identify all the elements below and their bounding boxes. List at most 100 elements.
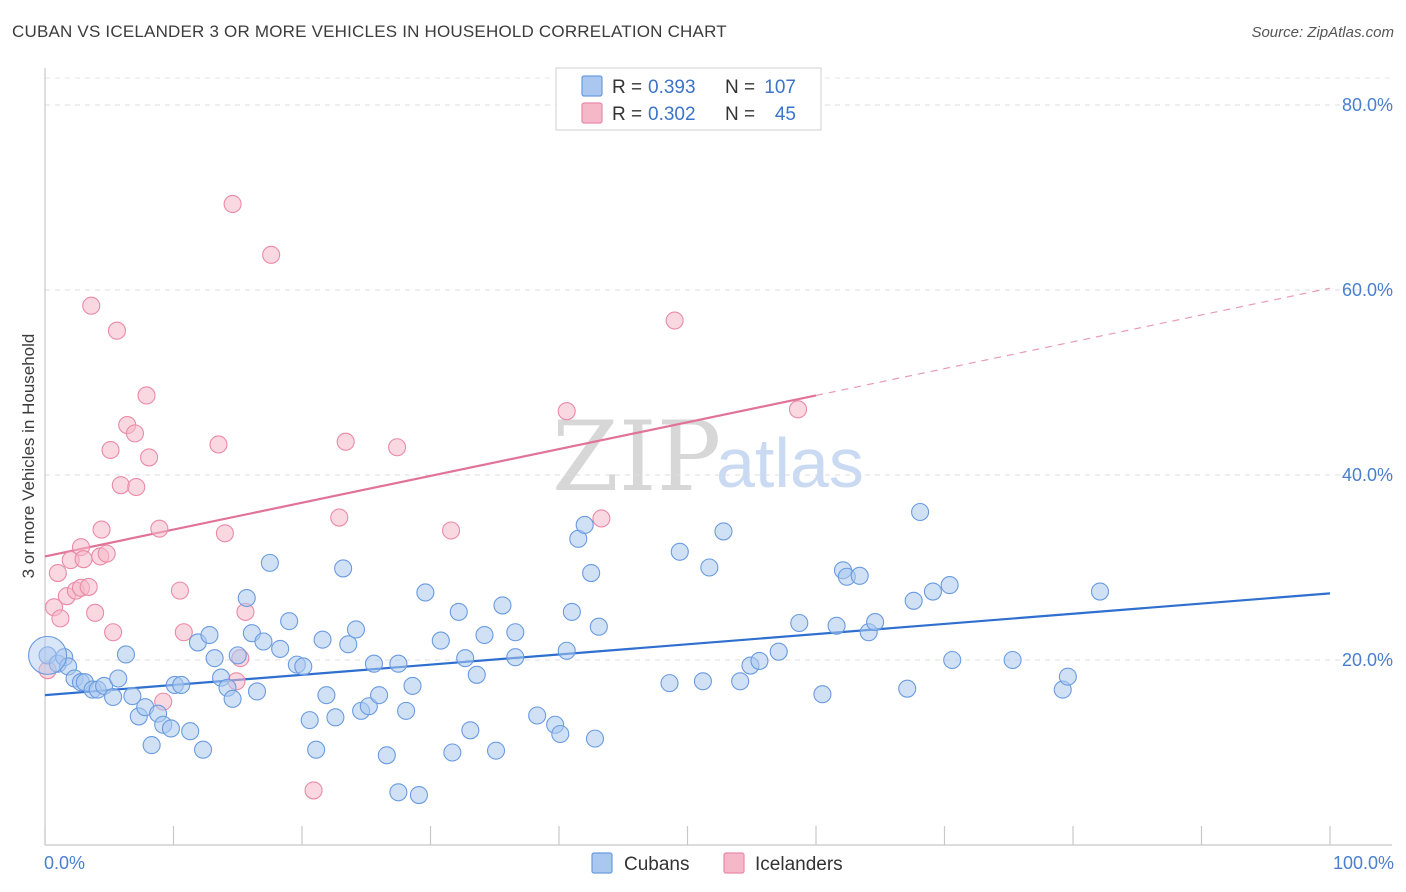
- point-cubans: [456, 649, 475, 668]
- point-icelanders: [137, 386, 156, 405]
- point-cubans: [254, 632, 273, 651]
- point-cubans: [506, 648, 525, 667]
- x-tick-labels: 0.0% 100.0%: [44, 853, 1394, 873]
- point-icelanders: [92, 520, 111, 539]
- y-tick-label: 40.0%: [1342, 465, 1393, 485]
- point-cubans: [731, 672, 750, 691]
- trend-line-extension-icelanders: [815, 287, 1331, 397]
- point-cubans: [377, 746, 396, 765]
- point-cubans: [551, 724, 570, 744]
- point-cubans: [181, 722, 200, 741]
- point-icelanders: [104, 623, 123, 642]
- point-cubans-large: [28, 635, 68, 675]
- point-cubans: [260, 553, 279, 572]
- point-cubans: [294, 657, 313, 676]
- point-icelanders: [150, 519, 169, 538]
- point-icelanders: [51, 609, 70, 628]
- series-legend-swatch-icelanders: [723, 852, 745, 874]
- point-icelanders: [48, 563, 67, 583]
- data-points: [28, 194, 1110, 805]
- point-cubans: [116, 645, 136, 664]
- stats-legend: R = 0.393 N = 107 R = 0.302 N = 45: [555, 67, 822, 131]
- point-cubans: [866, 613, 885, 632]
- point-icelanders: [557, 402, 576, 421]
- point-cubans: [123, 687, 142, 706]
- y-tick-label: 60.0%: [1342, 280, 1393, 300]
- source-credit: Source: ZipAtlas.com: [1251, 24, 1394, 41]
- point-cubans: [467, 665, 486, 684]
- point-cubans: [300, 711, 319, 730]
- watermark-atlas: atlas: [716, 424, 864, 502]
- point-cubans: [923, 582, 942, 601]
- point-cubans: [161, 719, 180, 738]
- point-cubans: [339, 635, 358, 654]
- point-cubans: [228, 646, 247, 665]
- point-cubans: [334, 559, 353, 578]
- point-cubans: [827, 616, 846, 635]
- legend-swatch-cubans: [581, 75, 603, 97]
- point-cubans: [346, 620, 366, 639]
- point-cubans: [389, 783, 408, 802]
- point-icelanders: [304, 781, 323, 800]
- point-cubans: [475, 625, 494, 645]
- point-cubans: [486, 741, 506, 760]
- point-icelanders: [209, 435, 228, 454]
- point-cubans: [104, 687, 123, 707]
- point-cubans: [940, 576, 959, 595]
- point-cubans: [506, 623, 525, 642]
- axes: [44, 68, 1392, 846]
- point-cubans: [700, 558, 719, 577]
- point-cubans: [714, 522, 733, 541]
- point-icelanders: [336, 432, 355, 451]
- point-cubans: [205, 649, 224, 668]
- point-icelanders: [74, 550, 93, 569]
- legend-n-value-icelanders: 45: [775, 104, 796, 125]
- legend-r-label-icelanders: R =: [612, 104, 642, 125]
- point-cubans: [370, 686, 389, 705]
- point-cubans: [109, 669, 128, 688]
- point-cubans: [582, 563, 601, 583]
- point-cubans: [1058, 667, 1077, 686]
- series-legend-label-cubans: Cubans: [624, 854, 690, 875]
- point-cubans: [443, 743, 462, 762]
- y-axis-label: 3 or more Vehicles in Household: [19, 334, 38, 579]
- point-cubans: [693, 672, 712, 691]
- point-icelanders: [215, 524, 234, 543]
- series-legend-swatch-cubans: [591, 852, 613, 874]
- point-cubans: [904, 591, 923, 610]
- legend-n-value-cubans: 107: [764, 77, 796, 98]
- point-cubans: [911, 502, 930, 522]
- y-tick-label: 80.0%: [1342, 95, 1393, 115]
- point-cubans: [416, 583, 435, 602]
- point-cubans: [589, 617, 608, 636]
- point-icelanders: [170, 581, 189, 600]
- point-cubans: [247, 682, 267, 701]
- point-icelanders: [330, 508, 349, 527]
- point-icelanders: [788, 400, 808, 419]
- point-icelanders: [592, 509, 611, 528]
- point-icelanders: [97, 544, 116, 563]
- series-legend-label-icelanders: Icelanders: [755, 854, 843, 875]
- point-cubans: [223, 689, 242, 708]
- trend-line-icelanders: [44, 394, 817, 558]
- trend-lines: [44, 287, 1331, 697]
- legend-r-label-cubans: R =: [612, 77, 642, 98]
- point-cubans: [670, 542, 689, 561]
- point-cubans: [850, 566, 869, 585]
- point-icelanders: [101, 440, 120, 460]
- legend-n-label-cubans: N =: [725, 77, 755, 98]
- point-icelanders: [127, 477, 146, 497]
- point-cubans: [194, 740, 213, 759]
- point-icelanders: [107, 321, 127, 340]
- point-cubans: [575, 515, 594, 535]
- point-cubans: [397, 701, 416, 720]
- point-cubans: [280, 612, 299, 631]
- point-icelanders: [82, 296, 101, 315]
- point-cubans: [750, 651, 769, 670]
- legend-r-value-icelanders: 0.302: [648, 104, 696, 125]
- point-icelanders: [388, 438, 407, 457]
- point-cubans: [313, 630, 332, 649]
- point-cubans: [1090, 582, 1110, 601]
- point-cubans: [307, 740, 326, 759]
